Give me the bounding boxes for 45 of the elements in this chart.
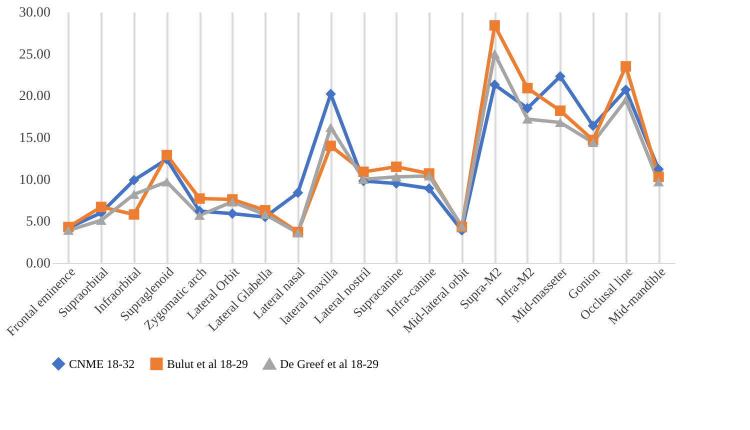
y-tick-label: 25.00: [19, 47, 50, 62]
legend-label: De Greef et al 18-29: [280, 357, 379, 372]
point: [489, 80, 500, 90]
y-tick-label: 30.00: [19, 6, 50, 20]
point: [292, 187, 304, 198]
point: [325, 122, 336, 132]
y-tick-label: 15.00: [19, 131, 50, 146]
point: [358, 174, 369, 184]
y-tick-label: 5.00: [26, 214, 50, 230]
point: [162, 150, 172, 160]
point: [358, 166, 369, 178]
point: [260, 210, 270, 220]
point: [63, 226, 74, 235]
point: [588, 120, 598, 132]
y-tick-label: 0.00: [26, 256, 50, 272]
point: [194, 193, 205, 204]
point: [554, 105, 566, 116]
point: [227, 197, 238, 206]
point: [554, 118, 566, 127]
legend-label: Bulut et al 18-29: [167, 356, 248, 371]
point: [489, 49, 500, 58]
point: [554, 71, 566, 82]
point: [96, 216, 106, 225]
point: [588, 138, 598, 148]
y-tick-label: 20.00: [19, 89, 50, 104]
point: [424, 183, 434, 194]
point: [227, 208, 238, 219]
point: [653, 177, 664, 186]
legend-label: CNME 18-32: [69, 356, 135, 371]
point: [128, 209, 140, 220]
point: [325, 140, 336, 152]
point: [391, 172, 402, 182]
point: [620, 61, 632, 72]
point: [391, 162, 402, 172]
point: [424, 171, 434, 181]
point: [194, 210, 205, 220]
point: [489, 20, 500, 31]
point: [96, 202, 106, 212]
y-tick-label: 10.00: [19, 172, 50, 188]
point: [522, 82, 533, 94]
point: [620, 84, 632, 96]
point: [522, 102, 533, 114]
point: [128, 174, 140, 186]
point: [620, 95, 632, 104]
point: [522, 114, 533, 124]
